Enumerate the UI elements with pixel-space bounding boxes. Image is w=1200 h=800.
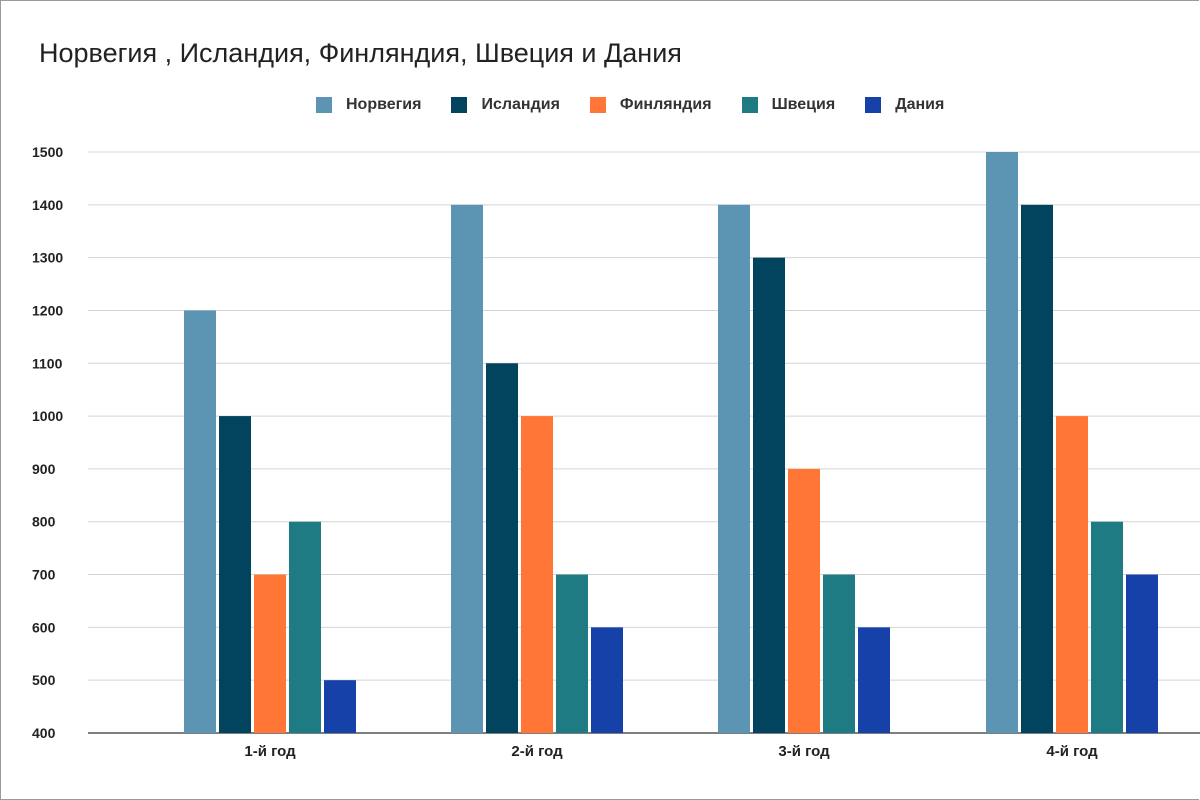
bar — [184, 310, 216, 733]
y-tick-label: 1200 — [32, 302, 63, 318]
bar — [1126, 574, 1158, 733]
legend-swatch — [451, 97, 468, 113]
bar — [219, 416, 251, 733]
bar — [718, 204, 750, 733]
legend-item: Дания — [865, 96, 944, 114]
bar — [1021, 204, 1053, 733]
bar — [788, 468, 820, 733]
y-tick-label: 1500 — [32, 144, 63, 160]
bar — [254, 574, 286, 733]
bar — [556, 574, 588, 733]
legend-item: Финляндия — [589, 96, 712, 114]
bar — [1056, 416, 1088, 733]
y-tick-label: 1400 — [32, 197, 63, 213]
bar — [521, 416, 553, 733]
bar — [986, 152, 1018, 733]
legend-label: Дания — [895, 96, 945, 113]
legend-label: Исландия — [481, 96, 560, 113]
x-category-label: 2-й год — [511, 743, 563, 760]
legend-label: Швеция — [771, 96, 836, 113]
legend-label: Финляндия — [619, 96, 712, 113]
chart-legend: Норвегия Исландия Финляндия Швеция Дания — [316, 96, 974, 114]
legend-swatch — [741, 97, 758, 113]
bar — [823, 574, 855, 733]
y-tick-label: 700 — [32, 567, 56, 583]
x-category-label: 1-й год — [244, 743, 296, 760]
y-tick-label: 900 — [32, 461, 56, 477]
y-tick-label: 600 — [32, 619, 56, 635]
y-tick-label: 1000 — [32, 408, 63, 424]
legend-swatch — [589, 97, 606, 113]
legend-label: Норвегия — [346, 96, 422, 113]
legend-item: Норвегия — [316, 96, 421, 114]
legend-swatch — [865, 97, 882, 113]
y-tick-label: 800 — [32, 514, 56, 530]
bar — [324, 680, 356, 733]
bar — [451, 204, 483, 733]
x-category-label: 3-й год — [778, 743, 830, 760]
bar — [486, 363, 518, 733]
bar — [858, 627, 890, 733]
bar — [591, 627, 623, 733]
x-category-label: 4-й год — [1046, 743, 1098, 760]
y-tick-label: 500 — [32, 672, 56, 688]
bar — [753, 257, 785, 733]
y-tick-label: 400 — [32, 725, 56, 741]
chart-title: Норвегия , Исландия, Финляндия, Швеция и… — [39, 38, 682, 68]
bar — [289, 521, 321, 733]
legend-swatch — [316, 97, 332, 113]
bar — [1091, 521, 1123, 733]
legend-item: Исландия — [451, 96, 560, 114]
y-tick-label: 1300 — [32, 250, 63, 266]
legend-item: Швеция — [741, 96, 836, 114]
y-tick-label: 1100 — [32, 355, 63, 371]
